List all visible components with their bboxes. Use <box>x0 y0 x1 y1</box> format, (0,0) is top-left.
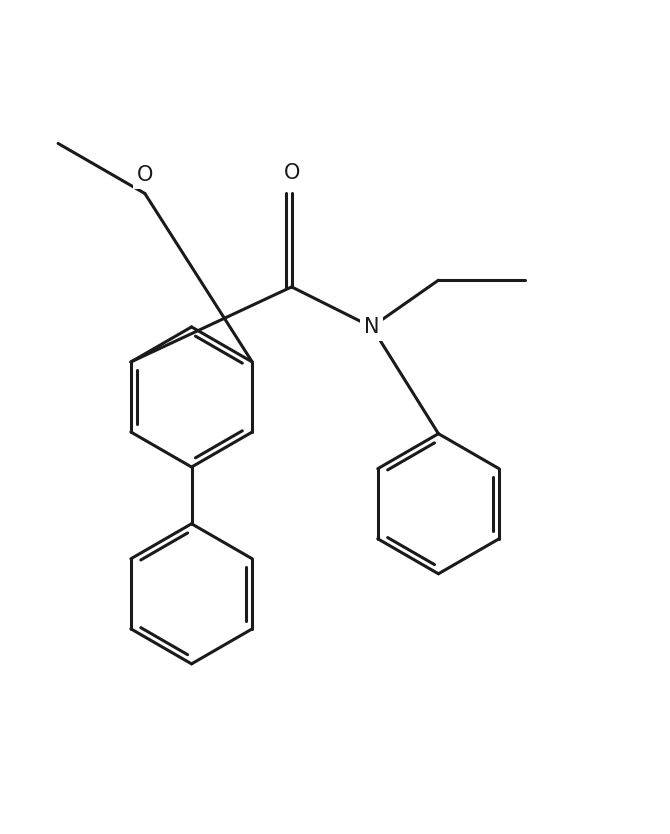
Text: O: O <box>283 163 299 183</box>
Text: N: N <box>364 317 379 337</box>
Text: O: O <box>137 165 153 185</box>
